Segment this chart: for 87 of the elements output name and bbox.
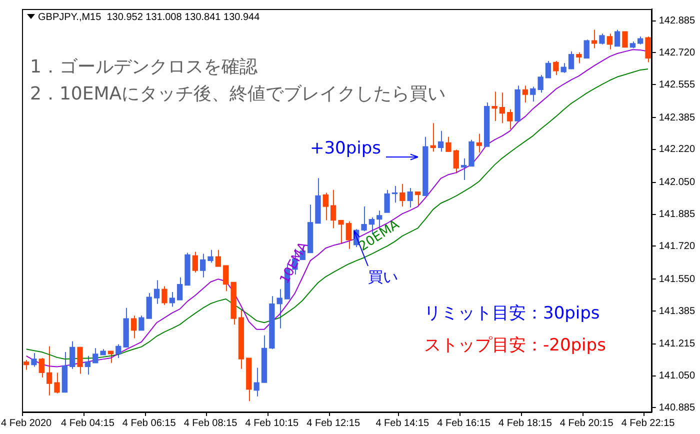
candlestick — [154, 280, 160, 304]
candlestick — [576, 52, 582, 64]
candlestick — [614, 29, 620, 47]
candlestick — [208, 249, 214, 264]
annotation: 2．10EMAにタッチ後、終値でブレイクしたら買い — [30, 84, 446, 105]
candlestick — [346, 220, 352, 250]
candlestick — [223, 265, 229, 292]
candlestick — [568, 50, 574, 70]
candlestick — [162, 286, 168, 306]
candlestick — [31, 352, 37, 368]
candlestick — [645, 36, 651, 63]
candlestick — [146, 292, 152, 320]
candlestick — [384, 189, 390, 214]
candlestick — [507, 108, 513, 130]
candlestick — [545, 60, 552, 78]
candlestick — [46, 346, 52, 396]
candlestick — [538, 74, 544, 94]
y-tick-label: 141.550 — [658, 274, 696, 285]
y-tick-label: 141.215 — [658, 338, 696, 350]
y-tick-label: 141.720 — [658, 240, 696, 252]
candlestick — [438, 130, 444, 152]
candlestick — [169, 292, 175, 308]
y-tick-label: 141.050 — [658, 370, 696, 382]
candlestick — [338, 220, 344, 244]
x-tick-label: 4 Feb 20:15 — [560, 418, 614, 429]
annotation: 買い — [368, 268, 398, 286]
candlestick — [622, 31, 628, 48]
candlestick — [591, 29, 598, 49]
candlestick — [116, 344, 122, 359]
x-tick-label: 4 Feb 10:15 — [245, 418, 300, 429]
candlestick — [553, 60, 559, 76]
y-tick-label: 140.885 — [658, 402, 696, 414]
candlestick — [70, 340, 76, 370]
candlestick — [138, 315, 144, 331]
candlestick — [23, 359, 30, 370]
annotation: リミット目安：30pips — [424, 303, 600, 324]
candlestick — [492, 91, 498, 122]
candlestick — [606, 33, 612, 50]
y-tick-label: 141.885 — [658, 209, 696, 220]
y-tick-label: 142.385 — [658, 112, 696, 124]
candlestick — [192, 251, 198, 274]
candlestick — [77, 346, 83, 374]
candlestick — [400, 183, 406, 208]
x-tick-label: 4 Feb 12:15 — [306, 418, 360, 429]
candlestick — [414, 191, 421, 206]
candlestick — [599, 33, 605, 45]
candlestick — [130, 315, 137, 339]
candlestick — [446, 136, 452, 152]
candlestick — [108, 350, 114, 364]
y-tick-label: 142.885 — [658, 16, 696, 27]
candlestick — [92, 348, 98, 364]
annotation: ストップ目安：-20pips — [424, 335, 606, 356]
y-tick-label: 142.720 — [658, 47, 696, 58]
x-tick-label: 4 Feb 04:15 — [61, 418, 115, 429]
candlestick — [215, 249, 222, 268]
candlestick — [54, 372, 60, 394]
annotation: 1．ゴールデンクロスを確認 — [30, 56, 258, 78]
y-tick-label: 142.050 — [658, 177, 696, 188]
candlestick — [254, 367, 260, 397]
x-tick-label: 4 Feb 08:15 — [184, 418, 238, 429]
candlestick — [476, 133, 482, 154]
x-tick-label: 4 Feb 16:15 — [437, 418, 491, 429]
candlestick — [560, 62, 566, 74]
candlestick — [453, 149, 459, 174]
y-tick-label: 142.555 — [658, 79, 696, 90]
candlestick — [38, 358, 44, 378]
y-tick-label: 141.385 — [658, 306, 696, 317]
x-tick-label: 4 Feb 2020 — [0, 418, 52, 429]
x-tick-label: 4 Feb 18:15 — [498, 418, 552, 429]
x-tick-label: 4 Feb 06:15 — [122, 418, 176, 429]
candlestick — [530, 86, 536, 102]
candlestick — [460, 158, 467, 181]
candlestick — [176, 276, 183, 300]
annotation: +30pips — [310, 138, 382, 158]
candlestick — [584, 39, 590, 59]
candlestick — [84, 355, 91, 376]
candlestick — [200, 253, 206, 278]
candlestick — [407, 187, 413, 208]
x-tick-label: 4 Feb 14:15 — [376, 418, 430, 429]
annotation: GBPJPY.,M15 130.952 131.008 130.841 130.944 — [38, 12, 260, 23]
candlestick — [276, 288, 282, 329]
y-tick-label: 142.220 — [658, 144, 696, 156]
candlestick — [499, 92, 506, 124]
x-tick-label: 4 Feb 22:15 — [621, 418, 676, 429]
candlestick — [322, 192, 328, 221]
candlestick — [522, 85, 528, 103]
candlestick — [330, 189, 336, 229]
